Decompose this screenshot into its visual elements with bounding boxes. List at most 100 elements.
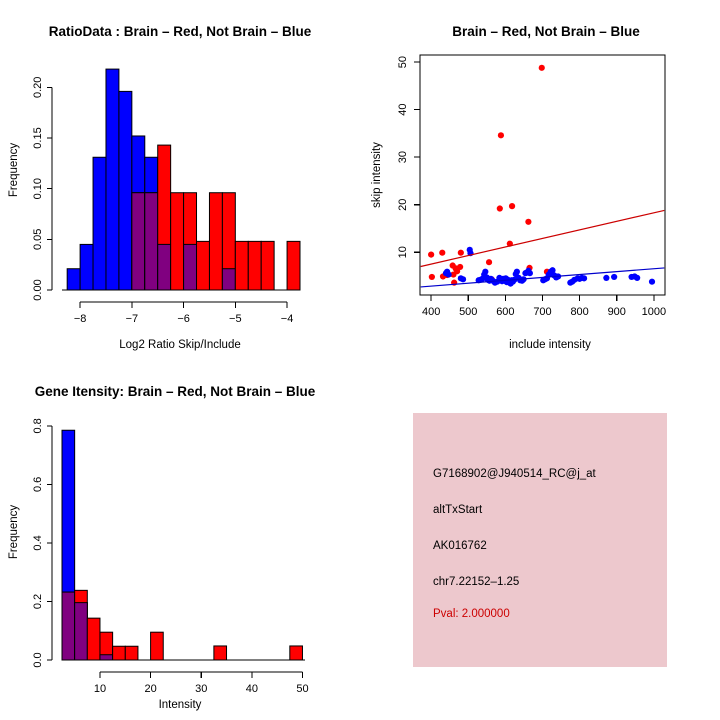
scatter-point-blue xyxy=(634,274,641,281)
info-panel-background xyxy=(413,413,667,667)
x-tick-label: 500 xyxy=(459,306,477,318)
x-tick-label: −4 xyxy=(281,313,294,325)
histogram-bar-red xyxy=(234,240,249,291)
x-tick-label: 20 xyxy=(144,683,156,695)
histogram-bar-overlap xyxy=(221,268,236,291)
histogram-bar-red xyxy=(124,645,139,661)
scatter-point-red xyxy=(456,263,464,271)
scatter-point-red xyxy=(439,249,446,256)
scatter-point-red xyxy=(485,259,493,266)
y-tick-label: 0.8 xyxy=(32,418,44,433)
histogram-bar-overlap xyxy=(61,591,76,661)
scatter-point-blue xyxy=(648,278,656,285)
y-tick-label: 30 xyxy=(397,151,409,163)
scatter-point-red xyxy=(525,218,532,225)
x-tick-label: 30 xyxy=(195,683,207,695)
y-tick-label: 0.0 xyxy=(32,652,44,667)
histogram-bar-blue xyxy=(79,243,94,291)
scatter-point-red xyxy=(508,203,516,210)
x-tick-label: 50 xyxy=(296,683,308,695)
histogram-bar-blue xyxy=(92,156,107,291)
scatter-point-blue xyxy=(580,275,588,282)
scatter-ylabel: skip intensity xyxy=(371,142,383,208)
regression-line xyxy=(420,209,665,268)
regression-line xyxy=(420,267,665,288)
gene-histogram-xlabel: Intensity xyxy=(159,699,202,711)
histogram-bar-overlap xyxy=(157,243,172,291)
ratio-histogram-bars xyxy=(66,68,301,291)
y-tick-label: 0.15 xyxy=(32,127,44,148)
scatter-points xyxy=(428,64,656,287)
x-tick-label: 900 xyxy=(608,306,626,318)
x-tick-label: 600 xyxy=(496,306,514,318)
histogram-bar-overlap xyxy=(131,192,146,291)
scatter-point-blue xyxy=(526,270,533,277)
histogram-bar-red xyxy=(286,240,301,291)
x-tick-label: 800 xyxy=(570,306,588,318)
ratio-histogram-svg: RatioData : Brain – Red, Not Brain – Blu… xyxy=(8,24,312,351)
histogram-bar-red xyxy=(289,645,303,661)
y-tick-label: 0.00 xyxy=(32,279,44,300)
y-tick-label: 0.2 xyxy=(32,594,44,609)
scatter-point-blue xyxy=(603,274,610,281)
scatter-plot-svg: Brain – Red, Not Brain – Blue 400 500 600 7… xyxy=(371,24,666,351)
histogram-bar-red xyxy=(196,240,210,291)
y-tick-label: 0.05 xyxy=(32,229,44,250)
histogram-bar-blue xyxy=(118,90,133,291)
x-tick-label: −7 xyxy=(126,313,139,325)
scatter-point-blue xyxy=(513,268,520,275)
scatter-point-blue xyxy=(482,268,489,275)
x-tick-label: 40 xyxy=(246,683,258,695)
histogram-bar-red xyxy=(247,240,262,291)
scatter-axes: 400 500 600 700 800 900 1000 10 20 30 40 50 xyxy=(397,54,666,318)
scatter-point-red xyxy=(538,64,545,71)
x-tick-label: 700 xyxy=(533,306,551,318)
scatter-point-red xyxy=(428,273,435,281)
scatter-point-blue xyxy=(445,271,452,278)
ratio-histogram-xlabel: Log2 Ratio Skip/Include xyxy=(119,339,240,351)
panel-scatter-plot: Brain – Red, Not Brain – Blue 400 500 600 7… xyxy=(360,0,720,360)
histogram-bar-overlap xyxy=(183,243,198,291)
histogram-bar-red xyxy=(213,645,228,661)
histogram-bar-blue xyxy=(66,268,81,291)
scatter-xlabel: include intensity xyxy=(509,339,591,351)
info-accession: AK016762 xyxy=(433,540,487,552)
x-tick-label: −8 xyxy=(74,313,87,325)
histogram-bar-blue xyxy=(105,68,120,291)
info-locus: chr7.22152–1.25 xyxy=(433,576,519,588)
histogram-bar-overlap xyxy=(74,602,88,661)
scatter-plot-title: Brain – Red, Not Brain – Blue xyxy=(452,24,640,39)
y-tick-label: 40 xyxy=(397,104,409,116)
y-tick-label: 50 xyxy=(397,56,409,68)
ratio-histogram-title: RatioData : Brain – Red, Not Brain – Blu… xyxy=(49,24,312,39)
scatter-fit-lines xyxy=(420,209,665,288)
histogram-bar-red xyxy=(260,240,275,291)
gene-histogram-svg: Gene Itensity: Brain – Red, Not Brain – … xyxy=(8,384,316,711)
ratio-histogram-axes: 0.00 0.05 0.10 0.15 0.20 −8 −7 −6 −5 −4 xyxy=(32,77,300,325)
histogram-bar-red xyxy=(150,631,164,661)
x-tick-label: 1000 xyxy=(642,306,666,318)
y-tick-label: 20 xyxy=(397,199,409,211)
histogram-bar-red xyxy=(170,192,185,291)
panel-gene-intensity-histogram: Gene Itensity: Brain – Red, Not Brain – … xyxy=(0,360,360,720)
info-panel-svg: G7168902@J940514_RC@j_at altTxStart AK01… xyxy=(413,413,667,667)
gene-histogram-bars xyxy=(61,429,303,661)
panel-annotation-info: G7168902@J940514_RC@j_at altTxStart AK01… xyxy=(360,360,720,720)
scatter-point-red xyxy=(496,205,503,212)
histogram-bar-red xyxy=(208,192,223,291)
y-tick-label: 10 xyxy=(397,246,409,258)
gene-histogram-title: Gene Itensity: Brain – Red, Not Brain – … xyxy=(35,384,316,399)
scatter-point-blue xyxy=(611,273,618,281)
scatter-point-blue xyxy=(549,267,556,274)
scatter-point-red xyxy=(428,251,435,258)
ratio-histogram-ylabel: Frequency xyxy=(8,143,20,198)
info-probe-id: G7168902@J940514_RC@j_at xyxy=(433,468,597,480)
scatter-point-red xyxy=(497,132,505,139)
x-tick-label: −6 xyxy=(177,313,190,325)
histogram-bar-red xyxy=(86,617,101,661)
scatter-point-blue xyxy=(459,276,467,283)
y-tick-label: 0.10 xyxy=(32,178,44,199)
histogram-bar-overlap xyxy=(144,192,159,291)
y-tick-label: 0.6 xyxy=(32,477,44,492)
